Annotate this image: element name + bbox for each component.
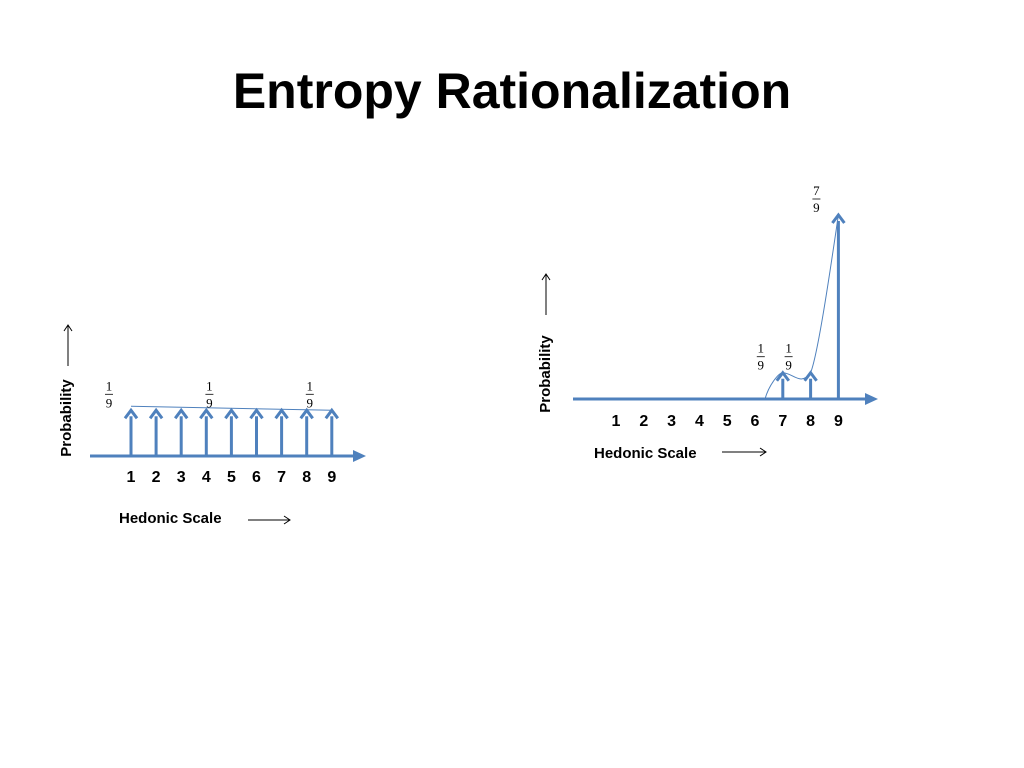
fraction-numerator: 1 — [307, 378, 314, 393]
fraction-numerator: 1 — [106, 378, 113, 393]
x-axis-label-arrowhead — [283, 515, 291, 525]
fraction-numerator: 1 — [785, 341, 792, 356]
marks-layer — [90, 407, 366, 462]
arrow-head-8 — [299, 407, 314, 420]
tick-label-3: 3 — [177, 469, 186, 486]
y-axis-label-arrowhead — [63, 324, 73, 332]
tick-label-6: 6 — [751, 413, 760, 430]
marks-layer — [573, 212, 878, 405]
x-axis-arrowhead — [865, 393, 878, 405]
x-axis-arrowhead — [353, 450, 366, 462]
curve-layer — [764, 214, 839, 400]
fraction-denominator: 9 — [307, 395, 314, 410]
arrow-head-3 — [173, 407, 189, 420]
tick-label-5: 5 — [227, 469, 236, 486]
arrow-head-9 — [324, 407, 339, 420]
tick-label-4: 4 — [695, 413, 704, 430]
slide-title: Entropy Rationalization — [232, 63, 792, 119]
fraction-label-8: 19 — [784, 341, 793, 373]
tick-label-8: 8 — [302, 469, 311, 486]
arrow-head-5 — [224, 407, 239, 420]
fraction-numerator: 1 — [206, 378, 213, 393]
envelope-curve — [764, 214, 839, 400]
tick-label-8: 8 — [806, 413, 815, 430]
fraction-denominator: 9 — [813, 200, 820, 215]
fraction-label-9: 19 — [305, 378, 314, 410]
arrow-head-4 — [199, 407, 214, 420]
fraction-label-5: 19 — [205, 378, 214, 410]
tick-label-5: 5 — [723, 413, 732, 430]
y-axis-label: Probability — [58, 379, 75, 457]
arrow-head-2 — [148, 407, 164, 420]
tick-label-9: 9 — [327, 469, 336, 486]
fraction-label-7: 19 — [756, 341, 765, 373]
arrow-head-9 — [831, 212, 846, 224]
fraction-denominator: 9 — [758, 358, 765, 373]
fraction-denominator: 9 — [106, 395, 113, 410]
fraction-label-1: 19 — [105, 378, 113, 410]
tick-label-2: 2 — [639, 413, 648, 430]
tick-label-4: 4 — [202, 469, 211, 486]
fraction-denominator: 9 — [206, 395, 213, 410]
arrow-head-8 — [803, 370, 818, 382]
x-axis-label: Hedonic Scale — [594, 445, 697, 462]
fraction-numerator: 1 — [758, 341, 765, 356]
fraction-numerator: 7 — [813, 183, 820, 198]
arrow-head-7 — [775, 370, 790, 382]
tick-label-6: 6 — [252, 469, 261, 486]
fraction-denominator: 9 — [785, 358, 792, 373]
tick-label-1: 1 — [127, 469, 136, 486]
arrow-head-7 — [274, 407, 289, 420]
arrow-head-1 — [123, 407, 139, 420]
y-axis-label: Probability — [537, 335, 554, 413]
tick-label-2: 2 — [152, 469, 161, 486]
tick-label-3: 3 — [667, 413, 676, 430]
arrow-head-6 — [249, 407, 264, 420]
tick-label-1: 1 — [612, 413, 621, 430]
x-axis-label: Hedonic Scale — [119, 510, 222, 527]
y-axis-label-arrowhead — [541, 273, 551, 281]
x-axis-label-arrowhead — [759, 447, 767, 457]
tick-label-9: 9 — [834, 413, 843, 430]
tick-label-7: 7 — [277, 469, 286, 486]
fraction-label-9: 79 — [812, 183, 821, 215]
tick-label-7: 7 — [778, 413, 787, 430]
